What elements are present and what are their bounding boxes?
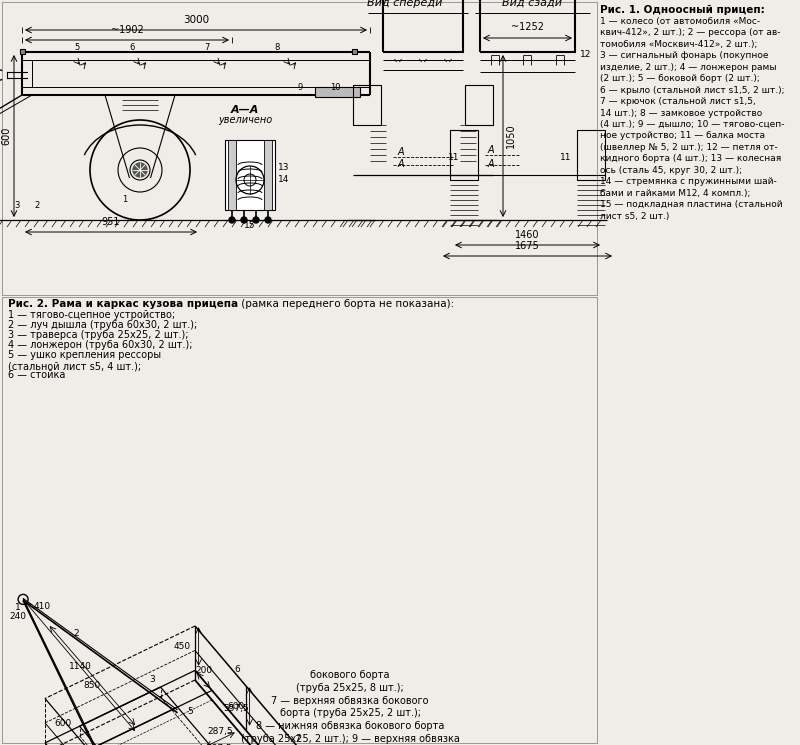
Bar — [2, 297, 597, 743]
Bar — [225, 140, 275, 210]
Text: 3000: 3000 — [183, 15, 209, 25]
Text: 10: 10 — [330, 83, 340, 92]
Text: 5 — ушко крепления рессоры
(стальной лист s5, 4 шт.);: 5 — ушко крепления рессоры (стальной лис… — [8, 350, 161, 372]
Text: 3: 3 — [150, 675, 155, 684]
Text: 5: 5 — [74, 42, 80, 51]
Text: 951: 951 — [102, 217, 120, 227]
Text: 2 — луч дышла (труба 60х30, 2 шт.);: 2 — луч дышла (труба 60х30, 2 шт.); — [8, 320, 198, 330]
Text: увеличено: увеличено — [218, 115, 272, 125]
Text: 200: 200 — [195, 666, 212, 676]
Bar — [352, 49, 357, 54]
Text: 13: 13 — [278, 162, 290, 171]
Text: Вид сзади: Вид сзади — [502, 0, 562, 8]
Bar — [20, 49, 25, 54]
Text: 600: 600 — [54, 719, 72, 728]
Bar — [353, 85, 381, 125]
Text: 1 — колесо (от автомобиля «Мос-
квич-412», 2 шт.); 2 — рессора (от ав-
томобиля : 1 — колесо (от автомобиля «Мос- квич-412… — [600, 17, 785, 221]
Text: 1460: 1460 — [515, 230, 540, 240]
Text: 850: 850 — [84, 681, 101, 690]
Text: 557,5: 557,5 — [223, 704, 249, 713]
Text: 1050: 1050 — [506, 124, 516, 148]
Text: A: A — [488, 145, 494, 155]
Text: 3 — траверса (труба 25х25, 2 шт.);: 3 — траверса (труба 25х25, 2 шт.); — [8, 330, 189, 340]
Text: 11: 11 — [448, 153, 459, 162]
Text: A: A — [488, 159, 494, 169]
Text: 600: 600 — [1, 127, 11, 145]
Text: 240: 240 — [10, 612, 26, 621]
Text: ~1252: ~1252 — [511, 22, 544, 32]
Text: (рамка переднего борта не показана):: (рамка переднего борта не показана): — [238, 299, 454, 309]
Circle shape — [241, 217, 247, 223]
Text: Рис. 1. Одноосный прицеп:: Рис. 1. Одноосный прицеп: — [600, 5, 765, 15]
Text: 287,5: 287,5 — [207, 726, 233, 735]
Bar — [2, 2, 597, 295]
Text: 287,5: 287,5 — [206, 744, 232, 745]
Text: 3: 3 — [14, 200, 20, 209]
Text: ~1902: ~1902 — [110, 25, 143, 35]
Text: 6: 6 — [130, 42, 134, 51]
Bar — [264, 140, 272, 210]
Bar — [228, 140, 236, 210]
Circle shape — [253, 217, 259, 223]
Text: 1 — тягово-сцепное устройство;: 1 — тягово-сцепное устройство; — [8, 310, 175, 320]
Text: 7: 7 — [204, 42, 210, 51]
Text: 450: 450 — [174, 642, 190, 651]
Text: 6 — стойка: 6 — стойка — [8, 370, 66, 380]
Text: 410: 410 — [33, 603, 50, 612]
Bar — [577, 130, 605, 180]
Bar — [315, 87, 360, 97]
Text: 6: 6 — [234, 665, 240, 674]
Text: 15: 15 — [244, 221, 256, 229]
Circle shape — [265, 217, 271, 223]
Text: 1140: 1140 — [69, 662, 91, 671]
Text: 1: 1 — [15, 603, 21, 612]
Text: A: A — [398, 159, 405, 169]
Text: 8: 8 — [274, 42, 280, 51]
Text: 1: 1 — [122, 195, 128, 204]
Text: Рис. 2. Рама и каркас кузова прицепа: Рис. 2. Рама и каркас кузова прицепа — [8, 299, 238, 309]
Text: А—А: А—А — [231, 105, 259, 115]
Text: 14: 14 — [278, 176, 290, 185]
Text: 600: 600 — [227, 702, 245, 711]
Bar — [450, 130, 478, 180]
Text: 11: 11 — [560, 153, 571, 162]
Text: A: A — [398, 147, 405, 157]
Text: 9: 9 — [298, 83, 302, 92]
Bar — [383, 0, 463, 52]
Text: Вид спереди: Вид спереди — [367, 0, 442, 8]
Circle shape — [133, 163, 147, 177]
Text: 12: 12 — [580, 50, 591, 59]
Text: 1675: 1675 — [515, 241, 540, 251]
Text: 4 — лонжерон (труба 60х30, 2 шт.);: 4 — лонжерон (труба 60х30, 2 шт.); — [8, 340, 193, 350]
Text: 5: 5 — [187, 707, 193, 716]
Text: бокового борта
(труба 25х25, 8 шт.);
7 — верхняя обвязка бокового
борта (труба 2: бокового борта (труба 25х25, 8 шт.); 7 —… — [222, 670, 478, 745]
Circle shape — [229, 217, 235, 223]
Bar — [465, 85, 493, 125]
Text: 7: 7 — [294, 735, 300, 744]
Bar — [480, 0, 575, 52]
Text: 2: 2 — [74, 629, 79, 638]
Text: 2: 2 — [34, 200, 40, 209]
